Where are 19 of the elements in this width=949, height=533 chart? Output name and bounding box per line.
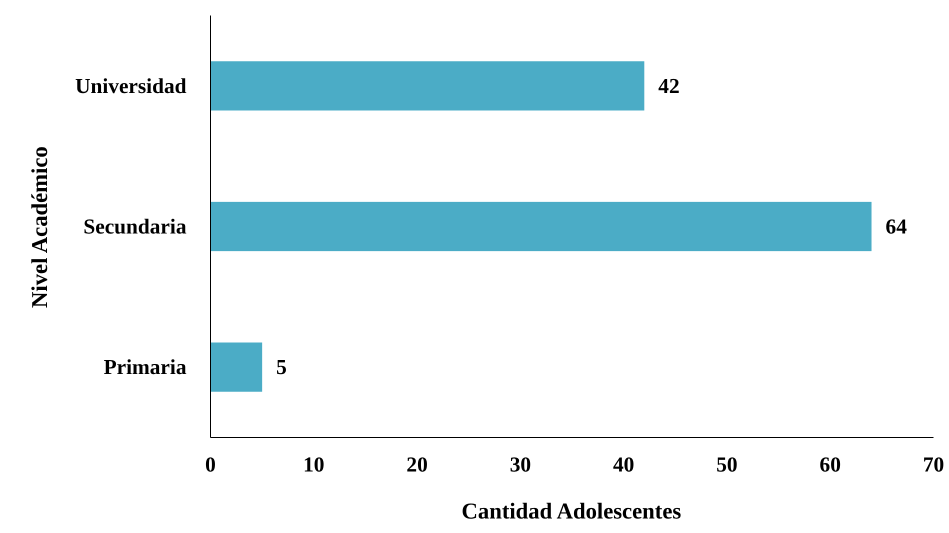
y-tick-label: Secundaria xyxy=(83,214,187,238)
y-tick-label: Primaria xyxy=(104,355,187,380)
x-tick-label: 0 xyxy=(205,452,216,476)
x-tick-label: 20 xyxy=(406,452,428,476)
y-tick-label: Universidad xyxy=(75,74,187,98)
x-tick-label: 40 xyxy=(612,452,634,476)
y-axis-title: Nivel Académico xyxy=(27,146,52,308)
x-tick-label: 50 xyxy=(716,452,738,476)
x-tick-label: 60 xyxy=(820,452,841,476)
x-tick-label: 30 xyxy=(510,452,532,476)
data-label: 42 xyxy=(658,74,680,98)
x-tick-label: 70 xyxy=(922,452,944,476)
bar xyxy=(210,202,872,252)
x-tick-label: 10 xyxy=(303,452,324,476)
bar xyxy=(210,342,262,392)
bar xyxy=(210,61,644,110)
data-label: 5 xyxy=(276,355,287,380)
data-label: 64 xyxy=(886,214,908,238)
x-axis-title: Cantidad Adolescentes xyxy=(462,498,682,524)
